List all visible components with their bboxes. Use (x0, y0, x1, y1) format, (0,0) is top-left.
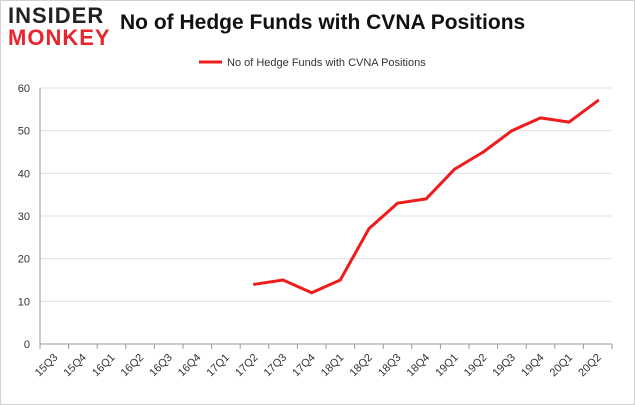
data-point-19Q4 (539, 116, 542, 120)
y-tick-label-30: 30 (18, 211, 30, 223)
x-tick-label-19Q3: 19Q3 (490, 352, 518, 380)
series-group (253, 99, 600, 295)
x-tick-label-18Q3: 18Q3 (376, 352, 404, 380)
x-tick-label-15Q4: 15Q4 (61, 352, 89, 380)
x-tick-label-16Q3: 16Q3 (147, 352, 175, 380)
y-tick-labels: 0 10 20 30 40 50 60 (18, 83, 30, 351)
axes (39, 88, 613, 349)
data-point-17Q2 (253, 282, 256, 286)
x-tick-label-17Q1: 17Q1 (204, 352, 232, 380)
chart-title: No of Hedge Funds with CVNA Positions (120, 11, 526, 34)
data-point-19Q3 (510, 129, 514, 133)
data-point-19Q2 (481, 150, 485, 154)
x-tick-label-18Q4: 18Q4 (405, 352, 433, 380)
x-tick-label-17Q2: 17Q2 (233, 352, 261, 380)
x-tick-label-17Q4: 17Q4 (290, 352, 318, 380)
x-tick-label-20Q2: 20Q2 (576, 352, 604, 380)
x-tick-label-19Q4: 19Q4 (519, 352, 547, 380)
x-tick-label-17Q3: 17Q3 (262, 352, 290, 380)
logo-text-insider: INSIDER (8, 3, 105, 28)
data-point-20Q1 (567, 120, 571, 124)
series-line-0 (253, 99, 600, 295)
y-tick-label-20: 20 (18, 254, 30, 266)
x-tick-label-18Q2: 18Q2 (347, 352, 375, 380)
data-point-18Q2 (367, 227, 371, 231)
y-tick-label-10: 10 (18, 296, 30, 308)
x-tick-label-19Q2: 19Q2 (462, 352, 490, 380)
x-tick-label-16Q2: 16Q2 (119, 352, 147, 380)
data-point-20Q2 (596, 99, 600, 103)
y-tick-label-0: 0 (24, 339, 30, 351)
data-point-19Q1 (453, 167, 457, 171)
data-point-17Q4 (310, 291, 314, 295)
gridlines (40, 87, 612, 302)
logo-text-monkey: MONKEY (8, 25, 111, 50)
y-tick-label-40: 40 (18, 168, 30, 180)
data-point-18Q3 (396, 201, 399, 205)
data-point-18Q1 (338, 278, 342, 282)
x-tick-label-15Q3: 15Q3 (33, 352, 61, 380)
y-tick-label-60: 60 (18, 83, 30, 95)
legend-label: No of Hedge Funds with CVNA Positions (227, 57, 426, 69)
y-tick-label-50: 50 (18, 126, 30, 138)
legend: No of Hedge Funds with CVNA Positions (199, 57, 426, 69)
data-point-17Q3 (281, 278, 285, 282)
x-tick-label-16Q4: 16Q4 (176, 352, 204, 380)
x-tick-label-20Q1: 20Q1 (548, 352, 576, 380)
data-point-18Q4 (424, 197, 428, 201)
x-tick-label-18Q1: 18Q1 (319, 352, 347, 380)
x-tick-label-16Q1: 16Q1 (90, 352, 118, 380)
x-tick-label-19Q1: 19Q1 (433, 352, 461, 380)
insider-monkey-logo: INSIDER MONKEY (8, 4, 116, 50)
x-tick-labels: 15Q3 15Q4 16Q1 16Q2 16Q3 16Q4 17Q1 17Q2 17Q3 17Q4… (33, 352, 604, 380)
